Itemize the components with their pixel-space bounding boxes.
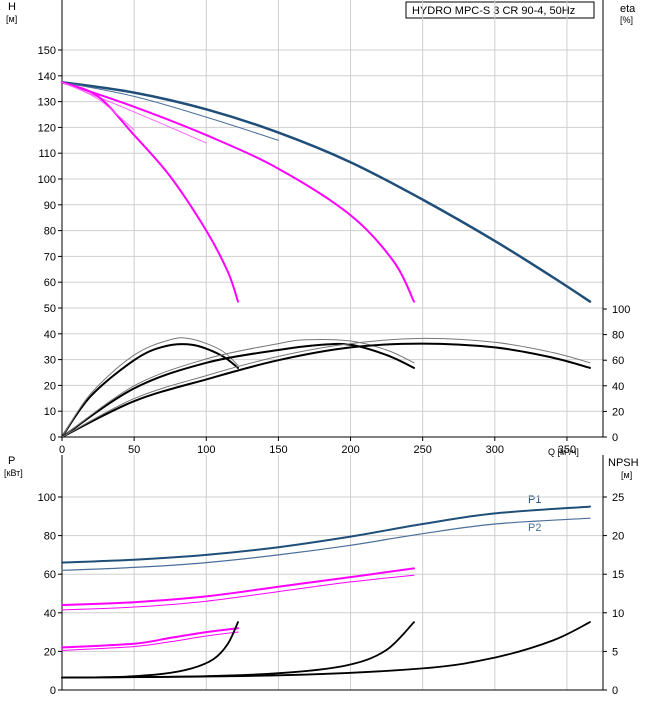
y-tick-label-left: 60 (44, 277, 56, 289)
series-line-P1-2 (61, 567, 415, 607)
x-tick-label: 300 (486, 444, 504, 456)
x-tick-label: 50 (128, 444, 140, 456)
y-tick-label-left: 40 (44, 608, 56, 620)
y-tick-label-left: 20 (44, 380, 56, 392)
x-tick-label: 0 (59, 444, 65, 456)
y-tick-label-left: 100 (38, 174, 56, 186)
series-line-P1-3 (61, 505, 591, 564)
y-tick-label-left: 30 (44, 355, 56, 367)
x-tick-label: 250 (413, 444, 431, 456)
series-line-NPSH3 (61, 621, 591, 679)
axes-layer (58, 0, 607, 691)
y-tick-label-left: 50 (44, 303, 56, 315)
x-tick-label: 200 (341, 444, 359, 456)
y-axis-label-h: H (8, 1, 16, 13)
series-line-eta3-thin (61, 337, 591, 438)
y-tick-label-right: 20 (612, 406, 624, 418)
y-tick-label-left: 0 (50, 685, 56, 697)
y-axis-unit-h: [м] (6, 14, 17, 24)
series-line-NPSH2 (61, 621, 415, 679)
y-axis-unit-p: [кВт] (4, 468, 23, 478)
y-axis-label-npsh: NPSH (608, 457, 639, 469)
series-line-H3 (60, 81, 592, 303)
series-line-H2 (61, 81, 415, 303)
y-tick-label-left: 70 (44, 251, 56, 263)
series-line-P2-1 (61, 631, 239, 651)
y-tick-label-left: 60 (44, 569, 56, 581)
y-tick-label-left: 150 (38, 45, 56, 57)
tick-label-layer: 0102030405060708090100110120130140150020… (38, 45, 631, 697)
x-axis-label-q: Q [м³/ч] (548, 447, 579, 457)
y-tick-label-left: 10 (44, 406, 56, 418)
series-line-eta2 (61, 342, 415, 438)
y-tick-label-right: 0 (612, 432, 618, 444)
y-tick-label-left: 80 (44, 226, 56, 238)
x-tick-label: 350 (558, 444, 576, 456)
y-tick-label-right: 100 (612, 304, 630, 316)
title-box (405, 1, 595, 19)
series-line-P2-3 (61, 517, 591, 571)
y-axis-unit-npsh: [м] (621, 470, 632, 480)
y-tick-label-right: 5 (612, 646, 618, 658)
y-tick-label-right: 0 (612, 685, 618, 697)
series-label-p1: P1 (528, 494, 541, 506)
y-tick-label-right: 80 (612, 330, 624, 342)
series-line-H1 (61, 81, 239, 303)
series-line-P1-1 (61, 627, 239, 649)
y-axis-unit-eta: [%] (620, 15, 633, 25)
y-tick-label-right: 10 (612, 608, 624, 620)
y-tick-label-left: 90 (44, 200, 56, 212)
y-axis-label-p: P (8, 455, 15, 467)
y-tick-label-left: 110 (38, 148, 56, 160)
y-tick-label-right: 40 (612, 381, 624, 393)
chart-title: HYDRO MPC-S 3 CR 90-4, 50Hz (412, 5, 575, 17)
y-tick-label-left: 0 (50, 432, 56, 444)
series-line-eta1-thin (61, 337, 239, 438)
y-tick-label-right: 20 (612, 531, 624, 543)
y-axis-label-eta: eta (620, 3, 636, 15)
y-tick-label-right: 25 (612, 492, 624, 504)
x-tick-label: 100 (197, 444, 215, 456)
y-tick-label-left: 40 (44, 329, 56, 341)
series-line-P2-2 (61, 574, 415, 611)
y-tick-label-left: 130 (38, 97, 56, 109)
series-line-H1-thin (61, 81, 135, 131)
y-tick-label-right: 15 (612, 569, 624, 581)
y-tick-label-left: 80 (44, 531, 56, 543)
series-label-p2: P2 (528, 522, 541, 534)
y-tick-label-left: 100 (38, 492, 56, 504)
series-line-eta2-thin (61, 338, 415, 438)
y-tick-label-left: 140 (38, 71, 56, 83)
y-tick-label-right: 60 (612, 355, 624, 367)
series-layer (60, 81, 592, 679)
x-tick-label: 150 (269, 444, 287, 456)
series-line-eta3 (61, 342, 591, 438)
y-tick-label-left: 120 (38, 122, 56, 134)
series-line-H3-thin (61, 81, 279, 141)
y-tick-label-left: 20 (44, 646, 56, 658)
